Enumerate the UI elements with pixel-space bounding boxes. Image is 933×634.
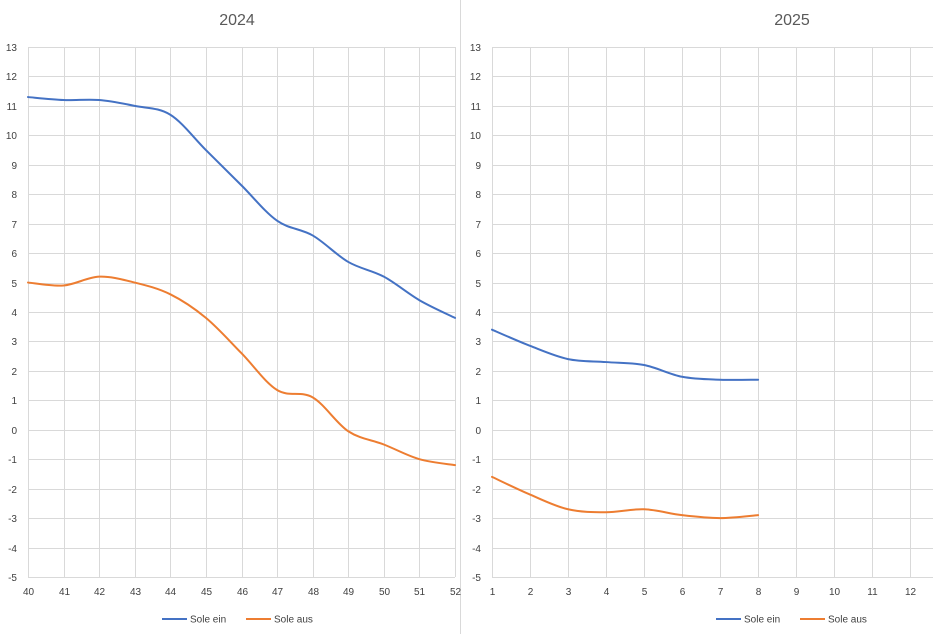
x-tick-label: 46 bbox=[237, 587, 249, 598]
y-tick-label: 0 bbox=[475, 426, 481, 437]
legend-label: Sole ein bbox=[744, 615, 780, 626]
y-tick-label: -3 bbox=[8, 514, 17, 525]
x-tick-label: 8 bbox=[756, 587, 762, 598]
x-tick-label: 47 bbox=[272, 587, 284, 598]
y-tick-label: 6 bbox=[475, 249, 481, 260]
y-tick-label: -5 bbox=[8, 573, 17, 584]
y-tick-label: 5 bbox=[475, 279, 481, 290]
series-line-sole-ein bbox=[491, 328, 760, 381]
y-tick-label: 4 bbox=[11, 308, 17, 319]
x-tick-label: 12 bbox=[905, 587, 917, 598]
x-tick-label: 1 bbox=[490, 587, 496, 598]
y-tick-label: 7 bbox=[475, 220, 481, 231]
x-tick-label: 5 bbox=[642, 587, 648, 598]
y-tick-label: 7 bbox=[11, 220, 17, 231]
y-tick-label: -1 bbox=[472, 455, 481, 466]
x-tick-label: 50 bbox=[379, 587, 391, 598]
y-tick-label: -4 bbox=[472, 544, 481, 555]
legend-item: Sole ein bbox=[716, 615, 780, 626]
legend-item: Sole ein bbox=[162, 615, 226, 626]
y-tick-label: -5 bbox=[472, 573, 481, 584]
y-tick-label: 3 bbox=[475, 337, 481, 348]
x-tick-label: 6 bbox=[680, 587, 686, 598]
series-line-sole-ein bbox=[27, 96, 456, 319]
x-tick-label: 43 bbox=[130, 587, 142, 598]
y-tick-label: 1 bbox=[11, 396, 17, 407]
x-tick-label: 49 bbox=[343, 587, 355, 598]
x-tick-label: 9 bbox=[794, 587, 800, 598]
x-tick-label: 52 bbox=[450, 587, 462, 598]
series-line-sole-aus bbox=[27, 275, 456, 467]
legend-item: Sole aus bbox=[800, 615, 867, 626]
y-tick-label: 6 bbox=[11, 249, 17, 260]
x-tick-label: 40 bbox=[23, 587, 35, 598]
x-tick-label: 10 bbox=[829, 587, 841, 598]
y-tick-label: 13 bbox=[6, 43, 18, 54]
y-tick-label: -1 bbox=[8, 455, 17, 466]
y-tick-label: 12 bbox=[470, 72, 482, 83]
legend-label: Sole ein bbox=[190, 615, 226, 626]
y-tick-label: -4 bbox=[8, 544, 17, 555]
y-tick-label: 8 bbox=[11, 190, 17, 201]
y-tick-label: -2 bbox=[8, 485, 17, 496]
x-tick-label: 45 bbox=[201, 587, 213, 598]
x-tick-label: 3 bbox=[566, 587, 572, 598]
x-tick-label: 48 bbox=[308, 587, 320, 598]
y-tick-label: 13 bbox=[470, 43, 482, 54]
legend-item: Sole aus bbox=[246, 615, 313, 626]
y-tick-label: 0 bbox=[11, 426, 17, 437]
y-tick-label: 4 bbox=[475, 308, 481, 319]
x-tick-label: 4 bbox=[604, 587, 610, 598]
x-tick-label: 51 bbox=[414, 587, 426, 598]
y-tick-label: 1 bbox=[475, 396, 481, 407]
y-tick-label: 11 bbox=[7, 102, 18, 113]
y-tick-label: 2 bbox=[11, 367, 17, 378]
y-tick-label: 9 bbox=[475, 161, 481, 172]
y-tick-label: -3 bbox=[472, 514, 481, 525]
chart-title: 2024 bbox=[219, 12, 255, 29]
y-tick-label: 3 bbox=[11, 337, 17, 348]
series-line-sole-aus bbox=[491, 475, 760, 520]
y-tick-label: 10 bbox=[470, 131, 482, 142]
x-tick-label: 11 bbox=[867, 587, 878, 598]
chart-title: 2025 bbox=[774, 12, 810, 29]
x-tick-label: 42 bbox=[94, 587, 106, 598]
x-tick-label: 41 bbox=[59, 587, 71, 598]
y-tick-label: 9 bbox=[11, 161, 17, 172]
legend-label: Sole aus bbox=[828, 615, 867, 626]
legend-label: Sole aus bbox=[274, 615, 313, 626]
x-tick-label: 7 bbox=[718, 587, 724, 598]
y-tick-label: -2 bbox=[472, 485, 481, 496]
y-tick-label: 12 bbox=[6, 72, 18, 83]
y-tick-label: 5 bbox=[11, 279, 17, 290]
y-tick-label: 8 bbox=[475, 190, 481, 201]
x-tick-label: 44 bbox=[165, 587, 177, 598]
y-tick-label: 10 bbox=[6, 131, 18, 142]
y-tick-label: 2 bbox=[475, 367, 481, 378]
y-tick-label: 11 bbox=[471, 102, 482, 113]
x-tick-label: 2 bbox=[528, 587, 534, 598]
